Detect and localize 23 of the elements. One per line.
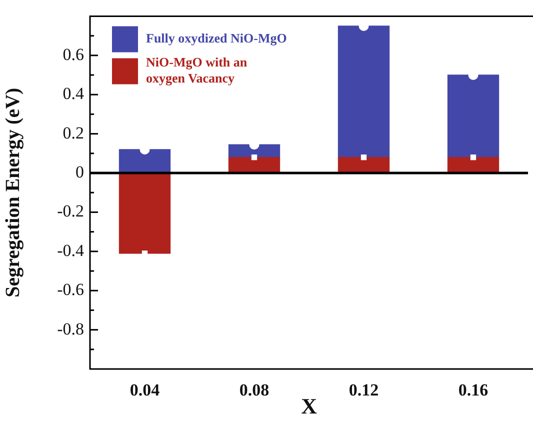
bar (118, 149, 171, 174)
legend-label: NiO-MgO with an oxygen Vacancy (146, 54, 248, 86)
legend-label: Fully oxydized NiO-MgO (146, 30, 287, 46)
y-tick-label: 0.2 (62, 123, 84, 142)
x-tick-label: 0.08 (239, 380, 270, 400)
bar (338, 26, 390, 158)
y-tick-label: -0.4 (57, 240, 84, 260)
x-axis-title: X (301, 393, 318, 418)
y-tick-label: 0.4 (62, 84, 84, 104)
bar (118, 172, 171, 254)
point (360, 154, 367, 160)
x-tick-label: 0.16 (458, 380, 488, 400)
bar (447, 74, 500, 158)
x-tick-label: 0.12 (348, 380, 379, 400)
y-tick-label: 0.6 (62, 44, 84, 64)
y-tick-label: 0 (76, 162, 84, 182)
y-tick-label: -0.6 (57, 280, 84, 300)
x-tick-label: 0.04 (130, 380, 160, 400)
point (470, 154, 476, 160)
y-axis-title: Segregation Energy (eV) (2, 88, 24, 298)
y-tick-label: -0.2 (57, 202, 84, 221)
point (251, 154, 258, 160)
y-tick-label: -0.8 (57, 319, 84, 338)
